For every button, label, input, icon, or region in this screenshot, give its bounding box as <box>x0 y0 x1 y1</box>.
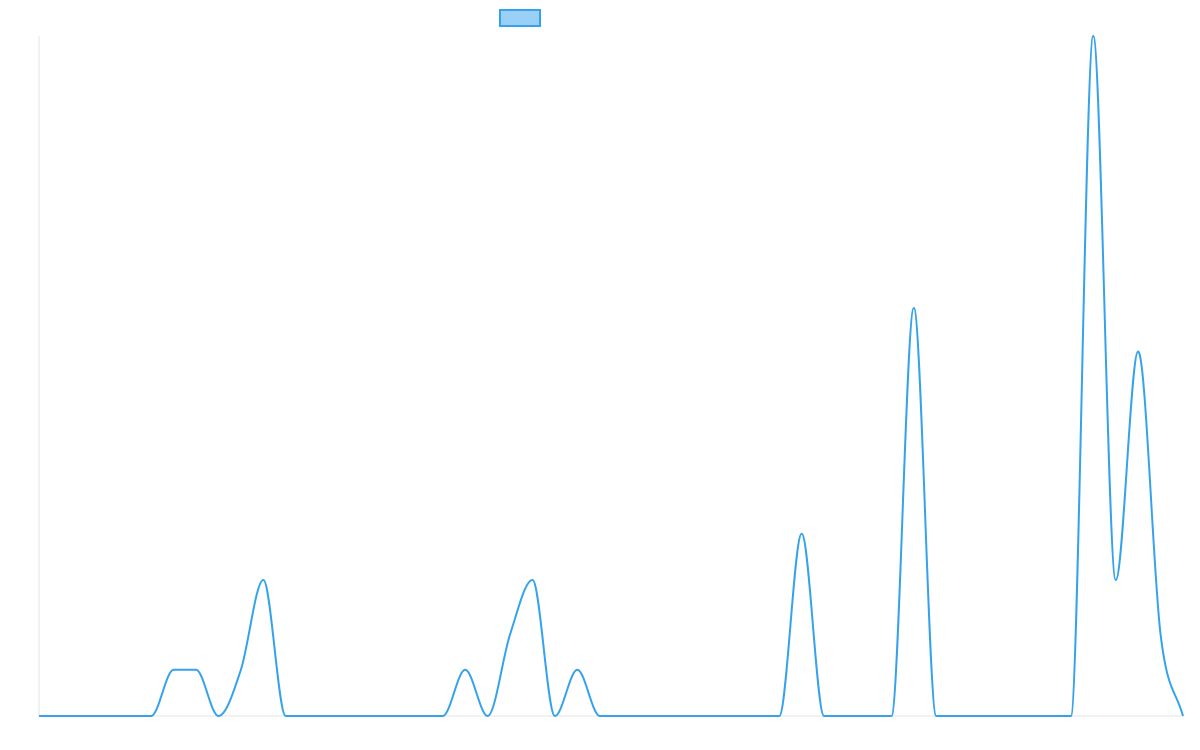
data-point[interactable] <box>417 713 423 719</box>
data-point[interactable] <box>1113 577 1119 583</box>
data-point[interactable] <box>283 713 289 719</box>
data-point[interactable] <box>171 667 177 673</box>
data-point[interactable] <box>642 713 648 719</box>
data-point[interactable] <box>260 577 266 583</box>
data-point[interactable] <box>619 713 625 719</box>
series-layer <box>36 33 1186 719</box>
data-point[interactable] <box>552 713 558 719</box>
data-point[interactable] <box>36 713 42 719</box>
data-point[interactable] <box>664 713 670 719</box>
data-point[interactable] <box>956 713 962 719</box>
data-point[interactable] <box>978 713 984 719</box>
series-line-0 <box>39 35 1184 717</box>
data-point[interactable] <box>350 713 356 719</box>
data-point[interactable] <box>81 713 87 719</box>
data-point[interactable] <box>1180 713 1186 719</box>
data-point[interactable] <box>844 713 850 719</box>
data-point[interactable] <box>462 667 468 673</box>
data-point[interactable] <box>485 713 491 719</box>
data-point[interactable] <box>933 713 939 719</box>
legend[interactable] <box>499 9 541 27</box>
data-point[interactable] <box>888 713 894 719</box>
data-point[interactable] <box>754 713 760 719</box>
data-point[interactable] <box>529 577 535 583</box>
legend-swatch[interactable] <box>499 9 541 27</box>
data-point[interactable] <box>776 713 782 719</box>
data-point[interactable] <box>193 667 199 673</box>
data-point[interactable] <box>574 667 580 673</box>
axes <box>38 36 1183 717</box>
data-point[interactable] <box>866 713 872 719</box>
data-point[interactable] <box>597 713 603 719</box>
data-point[interactable] <box>1045 713 1051 719</box>
data-point[interactable] <box>58 713 64 719</box>
data-point[interactable] <box>911 305 917 311</box>
data-point[interactable] <box>799 531 805 537</box>
data-point[interactable] <box>238 667 244 673</box>
data-point[interactable] <box>328 713 334 719</box>
data-point[interactable] <box>1001 713 1007 719</box>
data-point[interactable] <box>507 631 513 637</box>
data-point[interactable] <box>305 713 311 719</box>
data-point[interactable] <box>1068 713 1074 719</box>
data-point[interactable] <box>126 713 132 719</box>
data-point[interactable] <box>1135 349 1141 355</box>
data-point[interactable] <box>1023 713 1029 719</box>
data-point[interactable] <box>731 713 737 719</box>
data-point[interactable] <box>372 713 378 719</box>
data-point[interactable] <box>687 713 693 719</box>
data-point[interactable] <box>148 713 154 719</box>
data-point[interactable] <box>1090 33 1096 39</box>
data-point[interactable] <box>821 713 827 719</box>
data-point[interactable] <box>709 713 715 719</box>
data-point[interactable] <box>103 713 109 719</box>
data-point[interactable] <box>440 713 446 719</box>
data-point[interactable] <box>215 713 221 719</box>
data-point[interactable] <box>1158 631 1164 637</box>
data-point[interactable] <box>395 713 401 719</box>
